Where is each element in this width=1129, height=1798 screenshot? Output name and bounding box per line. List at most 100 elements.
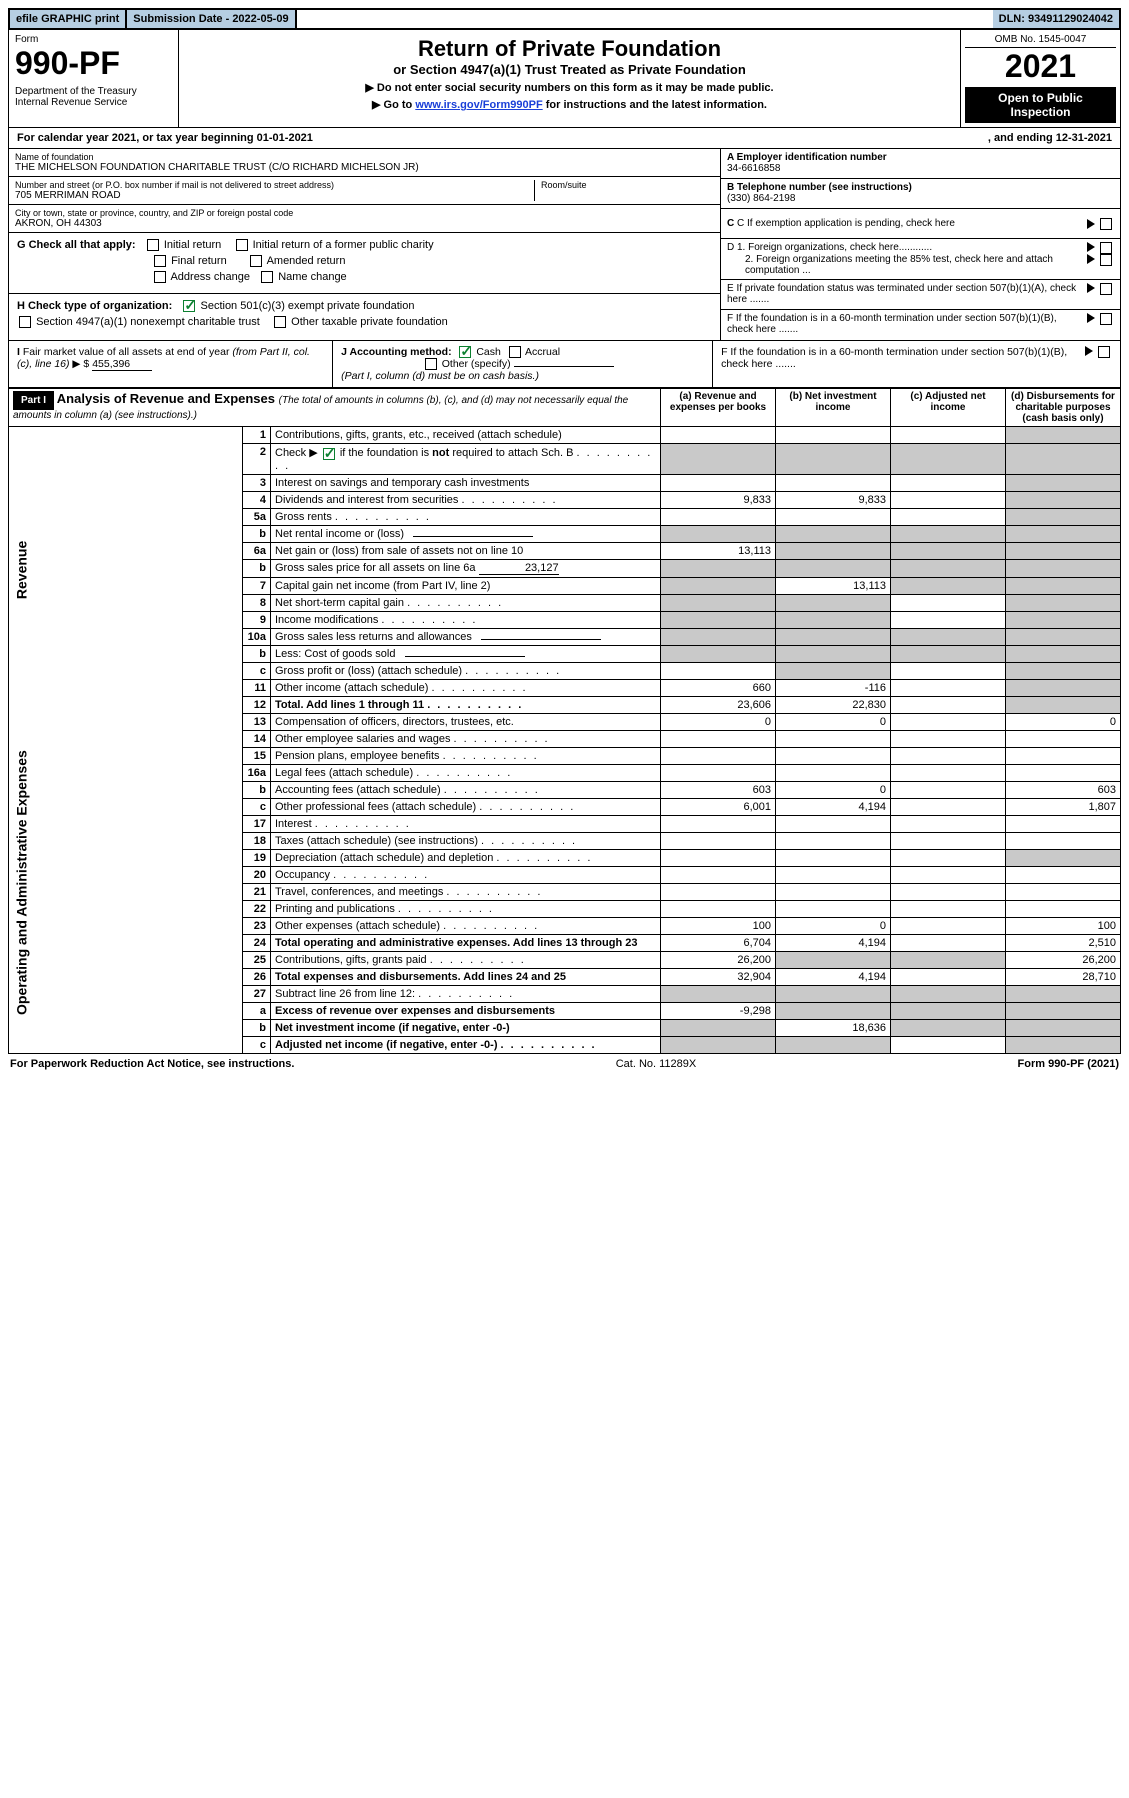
cell-a xyxy=(661,747,776,764)
row-desc: Gross sales less returns and allowances xyxy=(271,628,661,645)
cell-d xyxy=(1006,559,1121,577)
cell-a: 0 xyxy=(661,713,776,730)
city-state-zip: AKRON, OH 44303 xyxy=(15,218,714,229)
foreign-org-checkbox[interactable] xyxy=(1100,242,1112,254)
row-desc: Travel, conferences, and meetings xyxy=(271,883,661,900)
cell-b: 18,636 xyxy=(776,1019,891,1036)
60month-checkbox-2[interactable] xyxy=(1098,346,1110,358)
foreign-85-checkbox[interactable] xyxy=(1100,254,1112,266)
cell-c xyxy=(891,696,1006,713)
cell-d: 603 xyxy=(1006,781,1121,798)
501c3-checkbox[interactable] xyxy=(183,300,195,312)
initial-public-checkbox[interactable] xyxy=(236,239,248,251)
row-desc: Interest xyxy=(271,815,661,832)
cell-d xyxy=(1006,1019,1121,1036)
cell-a xyxy=(661,594,776,611)
row-number: c xyxy=(243,662,271,679)
row-number: 1 xyxy=(243,427,271,444)
cell-a xyxy=(661,474,776,491)
cell-a xyxy=(661,730,776,747)
irs-link[interactable]: www.irs.gov/Form990PF xyxy=(415,99,542,111)
cell-c xyxy=(891,832,1006,849)
other-method-checkbox[interactable] xyxy=(425,358,437,370)
cell-c xyxy=(891,1002,1006,1019)
status-terminated-checkbox[interactable] xyxy=(1100,283,1112,295)
f-repeat: F If the foundation is in a 60-month ter… xyxy=(713,341,1120,387)
row-desc: Adjusted net income (if negative, enter … xyxy=(271,1036,661,1053)
expenses-side-label: Operating and Administrative Expenses xyxy=(9,713,243,1053)
row-desc: Total operating and administrative expen… xyxy=(271,934,661,951)
form-title: Return of Private Foundation xyxy=(185,36,954,62)
final-return-checkbox[interactable] xyxy=(154,255,166,267)
col-b-header: (b) Net investment income xyxy=(776,389,891,427)
row-number: 15 xyxy=(243,747,271,764)
row-number: 14 xyxy=(243,730,271,747)
row-desc: Other income (attach schedule) xyxy=(271,679,661,696)
ein-label: A Employer identification number xyxy=(727,152,1114,163)
cell-b xyxy=(776,508,891,525)
accrual-checkbox[interactable] xyxy=(509,346,521,358)
cell-d xyxy=(1006,1036,1121,1053)
cell-a xyxy=(661,832,776,849)
row-desc: Depreciation (attach schedule) and deple… xyxy=(271,849,661,866)
cell-a xyxy=(661,662,776,679)
room-label: Room/suite xyxy=(541,180,714,190)
cell-a: 100 xyxy=(661,917,776,934)
exemption-pending-checkbox[interactable] xyxy=(1100,218,1112,230)
cell-a xyxy=(661,611,776,628)
cell-b: 4,194 xyxy=(776,798,891,815)
section-g: G Check all that apply: Initial return I… xyxy=(17,239,712,251)
name-change-checkbox[interactable] xyxy=(261,271,273,283)
cell-c xyxy=(891,849,1006,866)
cell-c xyxy=(891,781,1006,798)
row-number: a xyxy=(243,1002,271,1019)
cell-b xyxy=(776,1036,891,1053)
cell-d xyxy=(1006,577,1121,594)
cell-d xyxy=(1006,1002,1121,1019)
cell-b: 22,830 xyxy=(776,696,891,713)
cell-d: 26,200 xyxy=(1006,951,1121,968)
efile-button[interactable]: efile GRAPHIC print xyxy=(10,10,127,28)
60month-checkbox[interactable] xyxy=(1100,313,1112,325)
cell-a: 603 xyxy=(661,781,776,798)
cell-b xyxy=(776,730,891,747)
cell-a xyxy=(661,1036,776,1053)
cell-b xyxy=(776,645,891,662)
cell-d xyxy=(1006,508,1121,525)
row-number: 12 xyxy=(243,696,271,713)
cell-b: 13,113 xyxy=(776,577,891,594)
amended-return-checkbox[interactable] xyxy=(250,255,262,267)
cell-b: 4,194 xyxy=(776,968,891,985)
dept-label: Department of the Treasury Internal Reve… xyxy=(15,86,172,108)
cash-checkbox[interactable] xyxy=(459,346,471,358)
cell-c xyxy=(891,951,1006,968)
cell-d xyxy=(1006,730,1121,747)
cell-c xyxy=(891,679,1006,696)
row-desc: Gross profit or (loss) (attach schedule) xyxy=(271,662,661,679)
4947-checkbox[interactable] xyxy=(19,316,31,328)
row-number: 6a xyxy=(243,542,271,559)
cell-c xyxy=(891,628,1006,645)
cell-b: 0 xyxy=(776,713,891,730)
row-desc: Other professional fees (attach schedule… xyxy=(271,798,661,815)
f-label: F If the foundation is in a 60-month ter… xyxy=(727,313,1084,337)
cell-d xyxy=(1006,696,1121,713)
addr-label: Number and street (or P.O. box number if… xyxy=(15,180,534,190)
initial-return-checkbox[interactable] xyxy=(147,239,159,251)
cell-b xyxy=(776,444,891,474)
other-taxable-checkbox[interactable] xyxy=(274,316,286,328)
cell-b xyxy=(776,662,891,679)
submission-date: Submission Date - 2022-05-09 xyxy=(127,10,296,28)
cell-c xyxy=(891,866,1006,883)
table-row: Operating and Administrative Expenses13C… xyxy=(9,713,1121,730)
row-number: b xyxy=(243,645,271,662)
ein-value: 34-6616858 xyxy=(727,163,1114,174)
address-change-checkbox[interactable] xyxy=(154,271,166,283)
row-number: 23 xyxy=(243,917,271,934)
form-note-1: ▶ Do not enter social security numbers o… xyxy=(185,81,954,94)
row-number: 9 xyxy=(243,611,271,628)
row-desc: Taxes (attach schedule) (see instruction… xyxy=(271,832,661,849)
cell-d xyxy=(1006,883,1121,900)
row-number: 21 xyxy=(243,883,271,900)
section-h: H Check type of organization: Section 50… xyxy=(17,300,712,312)
